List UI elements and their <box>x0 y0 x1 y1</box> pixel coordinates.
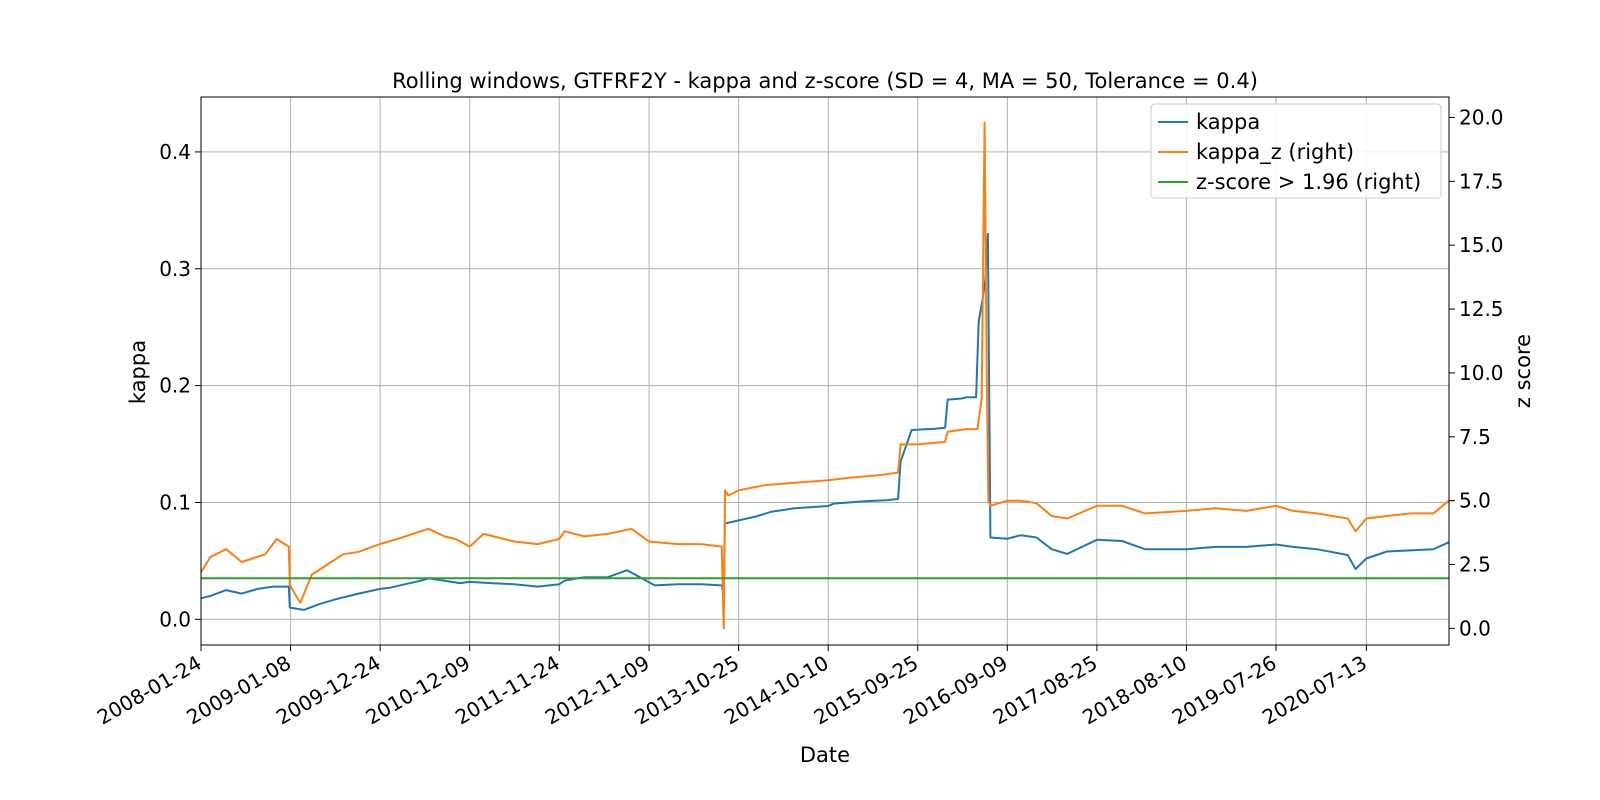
plot-frame <box>200 96 1450 646</box>
y-tick-label-right: 17.5 <box>1459 169 1504 193</box>
y-axis-right: 0.0 2.5 5.0 7.5 10.0 12.5 15.0 17.5 20.0 <box>1449 105 1504 640</box>
series-layer <box>200 121 1450 630</box>
y-tick-label-right: 2.5 <box>1459 553 1491 577</box>
y-tick-label-left: 0.0 <box>159 607 191 631</box>
y-tick-label-left: 0.3 <box>159 257 191 281</box>
y-tick-label-right: 0.0 <box>1459 616 1491 640</box>
y-tick-label-right: 15.0 <box>1459 233 1504 257</box>
y-axis-label-right: z score <box>1511 334 1535 408</box>
y-tick-label-left: 0.1 <box>159 490 191 514</box>
y-tick-label-right: 20.0 <box>1459 105 1504 129</box>
y-tick-label-left: 0.4 <box>159 140 191 164</box>
series-kappa-z-line <box>200 121 1450 630</box>
y-axis-left: 0.0 0.1 0.2 0.3 0.4 <box>159 140 201 631</box>
y-tick-label-right: 7.5 <box>1459 425 1491 449</box>
legend-box <box>1150 103 1442 199</box>
y-tick-label-left: 0.2 <box>159 374 191 398</box>
legend: kappa kappa_z (right) z-score > 1.96 (ri… <box>1150 103 1442 199</box>
y-tick-label-right: 5.0 <box>1459 489 1491 513</box>
legend-label-kappa: kappa <box>1196 110 1260 134</box>
y-axis-label-left: kappa <box>126 340 150 404</box>
y-tick-label-right: 10.0 <box>1459 361 1504 385</box>
chart-title: Rolling windows, GTFRF2Y - kappa and z-s… <box>392 69 1258 93</box>
series-kappa-line <box>200 232 1450 611</box>
legend-label-kappa-z: kappa_z (right) <box>1196 140 1354 165</box>
legend-label-zscore: z-score > 1.96 (right) <box>1196 170 1421 194</box>
y-tick-label-right: 12.5 <box>1459 297 1504 321</box>
x-axis-label: Date <box>800 743 850 767</box>
